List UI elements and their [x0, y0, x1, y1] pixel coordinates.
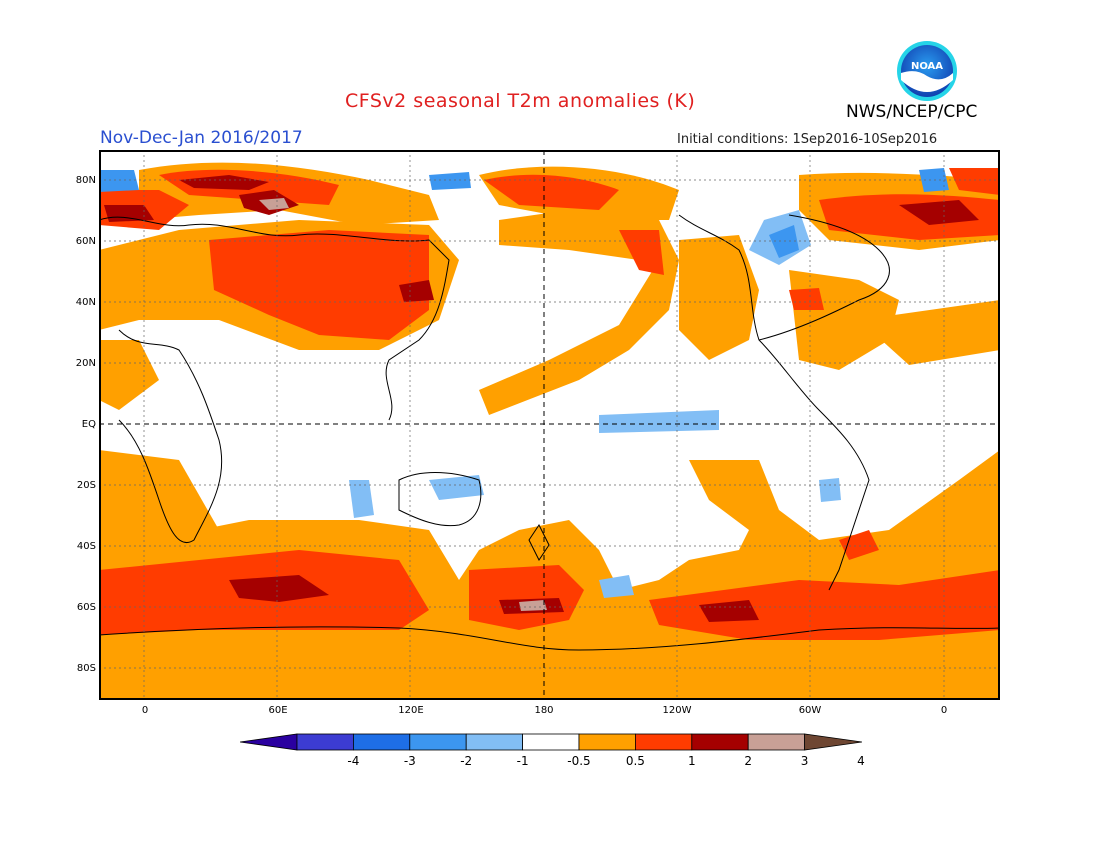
legend-swatch — [353, 733, 411, 751]
anomaly-map — [99, 150, 1000, 700]
legend-swatch — [747, 733, 806, 751]
lon-label-180: 180 — [534, 705, 554, 716]
lat-label-60s: 60S — [76, 602, 96, 613]
noaa-logo: NOAA — [897, 41, 957, 101]
legend-swatch — [578, 733, 636, 751]
legend-swatch — [522, 733, 580, 751]
legend-label: 2 — [744, 754, 752, 768]
legend-swatch-max — [804, 733, 862, 751]
legend-label: 0.5 — [625, 754, 645, 768]
lat-label-60n: 60N — [75, 236, 96, 247]
lat-label-20n: 20N — [75, 358, 96, 369]
map-frame — [99, 150, 1000, 700]
lon-label-0-east: 0 — [940, 705, 948, 716]
legend-swatch — [296, 733, 354, 751]
lat-label-40n: 40N — [75, 297, 96, 308]
anomaly-region-north-america — [679, 235, 1000, 370]
forecast-period: Nov-Dec-Jan 2016/2017 — [100, 128, 303, 148]
lon-label-60e: 60E — [268, 705, 288, 716]
lon-label-120e: 120E — [398, 705, 424, 716]
legend-label: 1 — [687, 754, 696, 768]
legend-label: -3 — [403, 754, 416, 768]
reference-lines — [99, 150, 1000, 700]
lon-label-120w: 120W — [662, 705, 692, 716]
lat-label-40s: 40S — [76, 541, 96, 552]
organization-label: NWS/NCEP/CPC — [846, 102, 978, 122]
color-legend — [240, 733, 862, 751]
legend-label: -2 — [460, 754, 473, 768]
legend-label: -1 — [516, 754, 529, 768]
legend-label: 3 — [800, 754, 809, 768]
legend-swatch-min — [240, 733, 298, 751]
legend-label: -0.5 — [567, 754, 591, 768]
legend-swatch — [465, 733, 523, 751]
legend-swatch — [691, 733, 749, 751]
anomaly-region-arctic — [99, 162, 1000, 265]
legend-label: 4 — [857, 754, 865, 768]
logo-text: NOAA — [911, 61, 943, 72]
legend-swatch — [409, 733, 467, 751]
lat-label-80n: 80N — [75, 175, 96, 186]
map-title: CFSv2 seasonal T2m anomalies (K) — [345, 90, 696, 112]
anomaly-region-eurasia — [99, 220, 459, 410]
lon-label-0: 0 — [141, 705, 149, 716]
initial-conditions: Initial conditions: 1Sep2016-10Sep2016 — [677, 132, 938, 147]
coastlines — [99, 214, 1000, 651]
lat-label-20s: 20S — [76, 480, 96, 491]
anomaly-region-pacific — [479, 210, 719, 433]
lat-lon-grid — [99, 150, 1000, 700]
legend-swatch — [634, 733, 693, 751]
legend-label: -4 — [347, 754, 360, 768]
lat-label-eq: EQ — [81, 419, 96, 430]
lat-label-80s: 80S — [76, 663, 96, 674]
lon-label-60w: 60W — [798, 705, 822, 716]
